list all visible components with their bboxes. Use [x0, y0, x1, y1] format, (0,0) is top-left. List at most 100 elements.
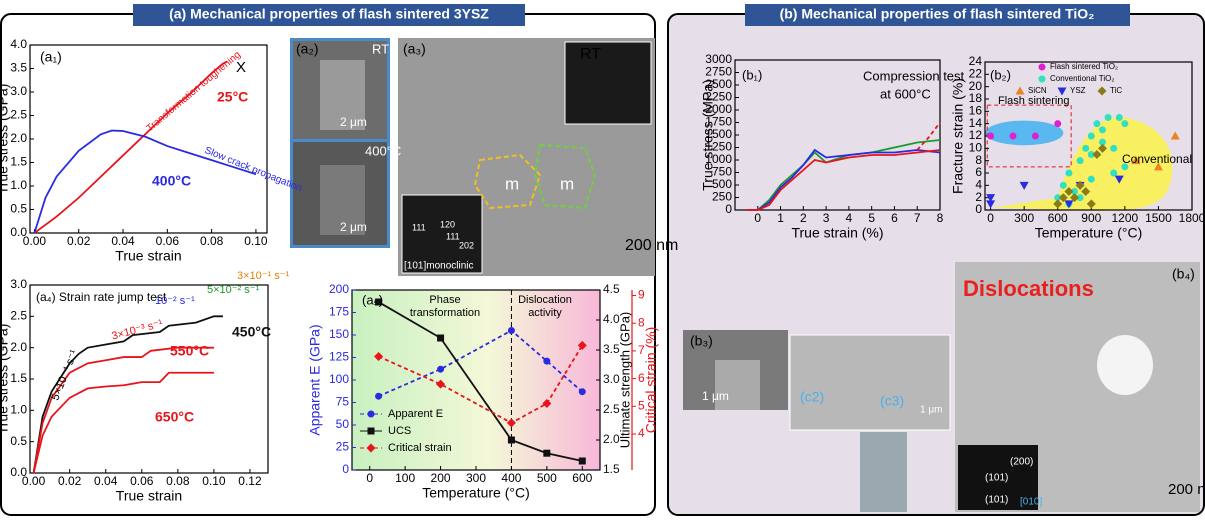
- y-tick-label: 1.0: [10, 403, 27, 417]
- image-label: 400°C: [365, 143, 401, 158]
- legend-label: Apparent E: [388, 408, 443, 420]
- x-tick-label: 3: [823, 211, 830, 225]
- x-axis-label: True strain (%): [791, 225, 883, 241]
- figure: (a) Mechanical properties of flash sinte…: [0, 0, 1205, 517]
- data-point: [375, 393, 382, 400]
- data-point: [1009, 133, 1016, 140]
- y-tick-label: 100: [329, 372, 349, 386]
- x-tick-label: 400: [501, 471, 521, 485]
- y3-axis-label: Critical strain (%): [643, 327, 659, 434]
- legend-marker: [368, 411, 375, 418]
- data-point: [1082, 145, 1089, 152]
- data-point: [1099, 126, 1106, 133]
- y-tick-label: 3000: [705, 52, 732, 66]
- data-point: [1088, 176, 1095, 183]
- y-tick-label: 6: [975, 165, 982, 179]
- x-tick-label: 0.10: [244, 234, 268, 248]
- annotation: Flash sintering: [998, 95, 1070, 107]
- y-tick-label: 2750: [705, 65, 732, 79]
- image-label: (a₃): [403, 41, 426, 57]
- x-tick-label: 1500: [1145, 211, 1172, 225]
- x-tick-label: 1200: [1112, 211, 1139, 225]
- y-tick-label: 0: [342, 462, 349, 476]
- legend-label: Flash sintered TiO₂: [1050, 62, 1118, 71]
- x-tick-label: 600: [572, 471, 592, 485]
- y2-tick-label: 4.5: [603, 282, 620, 296]
- y-tick-label: 0: [975, 202, 982, 216]
- x-tick-label: 0.10: [202, 474, 226, 488]
- data-point: [508, 437, 515, 444]
- data-point: [1054, 120, 1061, 127]
- annotation: (a₅): [362, 292, 383, 307]
- data-point: [1116, 114, 1123, 121]
- data-point: [1110, 170, 1117, 177]
- legend-marker: [1039, 64, 1046, 71]
- image-label: (c3): [880, 393, 904, 409]
- data-point: [437, 335, 444, 342]
- y-tick-label: 0: [725, 202, 732, 216]
- y-axis-label: True stress (GPa): [0, 84, 11, 195]
- image-label: (200): [1010, 457, 1033, 468]
- y-tick-label: 3.5: [10, 61, 27, 75]
- y-tick-label: 250: [712, 190, 732, 204]
- x-tick-label: 0: [987, 211, 994, 225]
- x-tick-label: 300: [466, 471, 486, 485]
- y-tick-label: 3.0: [10, 277, 27, 291]
- y-tick-label: 14: [969, 116, 983, 130]
- annotation: 3×10⁻¹ s⁻¹: [237, 270, 290, 282]
- y-tick-label: 2.0: [10, 131, 27, 145]
- image-label: (c2): [800, 389, 824, 405]
- image-label: 2 μm: [340, 220, 367, 234]
- image-label: 202: [459, 240, 474, 250]
- header: (a) Mechanical properties of flash sinte…: [169, 6, 489, 22]
- x-tick-label: 7: [914, 211, 921, 225]
- y-tick-label: 0.0: [10, 225, 27, 239]
- image-label: 1 μm: [702, 389, 729, 403]
- image-label: m: [505, 174, 519, 193]
- x-tick-label: 1800: [1179, 211, 1205, 225]
- legend-marker: [368, 428, 375, 435]
- x-axis-label: True strain: [116, 488, 182, 504]
- image-label: [101]monoclinic: [404, 261, 473, 272]
- y-tick-label: 18: [969, 91, 983, 105]
- x-tick-label: 900: [1081, 211, 1101, 225]
- annotation: Dislocation: [518, 294, 572, 306]
- x-axis-label: Temperature (°C): [1035, 225, 1143, 241]
- series-label: 450°C: [232, 324, 271, 340]
- annotation: Conventional: [1122, 152, 1192, 166]
- y-tick-label: 1.5: [10, 155, 27, 169]
- image-label: 200 nm: [625, 237, 678, 254]
- x-tick-label: 600: [1048, 211, 1068, 225]
- y-tick-label: 12: [969, 128, 983, 142]
- y-tick-label: 4: [975, 178, 982, 192]
- x-tick-label: 0.06: [130, 474, 154, 488]
- y-tick-label: 75: [336, 395, 350, 409]
- data-point: [508, 327, 515, 334]
- x-tick-label: 0.04: [94, 474, 118, 488]
- x-tick-label: 0.08: [166, 474, 190, 488]
- legend-label: YSZ: [1070, 86, 1086, 95]
- annotation: at 600°C: [880, 86, 931, 101]
- y3-tick-label: 9: [638, 288, 645, 302]
- x-tick-label: 2: [800, 211, 807, 225]
- data-point: [1088, 133, 1095, 140]
- image-label: 111: [446, 231, 460, 241]
- y-tick-label: 0.5: [10, 434, 27, 448]
- x-tick-label: 0.06: [156, 234, 180, 248]
- data-point: [579, 388, 586, 395]
- x-tick-label: 200: [431, 471, 451, 485]
- data-point: [1060, 182, 1067, 189]
- x-tick-label: 6: [891, 211, 898, 225]
- y-axis-label: Apparent E (GPa): [307, 324, 323, 435]
- image-label: 120: [440, 219, 455, 229]
- image-label: RT: [580, 46, 601, 63]
- series-label: 400°C: [152, 173, 191, 189]
- x-axis-label: True strain: [115, 248, 181, 264]
- y-tick-label: 1.5: [10, 371, 27, 385]
- y-axis-label: True stress (MPa): [700, 79, 716, 191]
- y-axis-label: True stress (GPa): [0, 324, 11, 435]
- image-label: (101): [985, 495, 1008, 506]
- legend-label: Critical strain: [388, 442, 452, 454]
- y-tick-label: 8: [975, 153, 982, 167]
- annotation: 5×10⁻² s⁻¹: [207, 284, 260, 296]
